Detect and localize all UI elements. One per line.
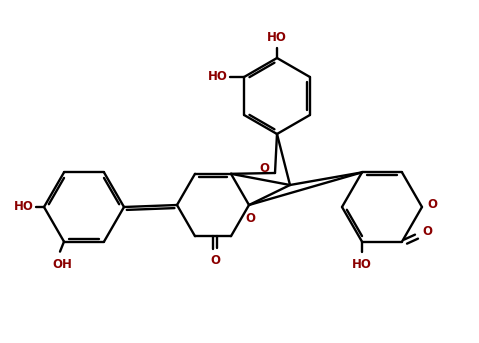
Text: HO: HO: [14, 200, 34, 213]
Text: O: O: [245, 212, 255, 225]
Text: OH: OH: [52, 258, 72, 271]
Text: HO: HO: [267, 31, 287, 44]
Text: O: O: [210, 254, 220, 267]
Text: HO: HO: [352, 258, 372, 271]
Text: O: O: [427, 198, 437, 211]
Text: O: O: [422, 225, 432, 238]
Text: O: O: [259, 163, 269, 176]
Text: HO: HO: [208, 71, 228, 83]
